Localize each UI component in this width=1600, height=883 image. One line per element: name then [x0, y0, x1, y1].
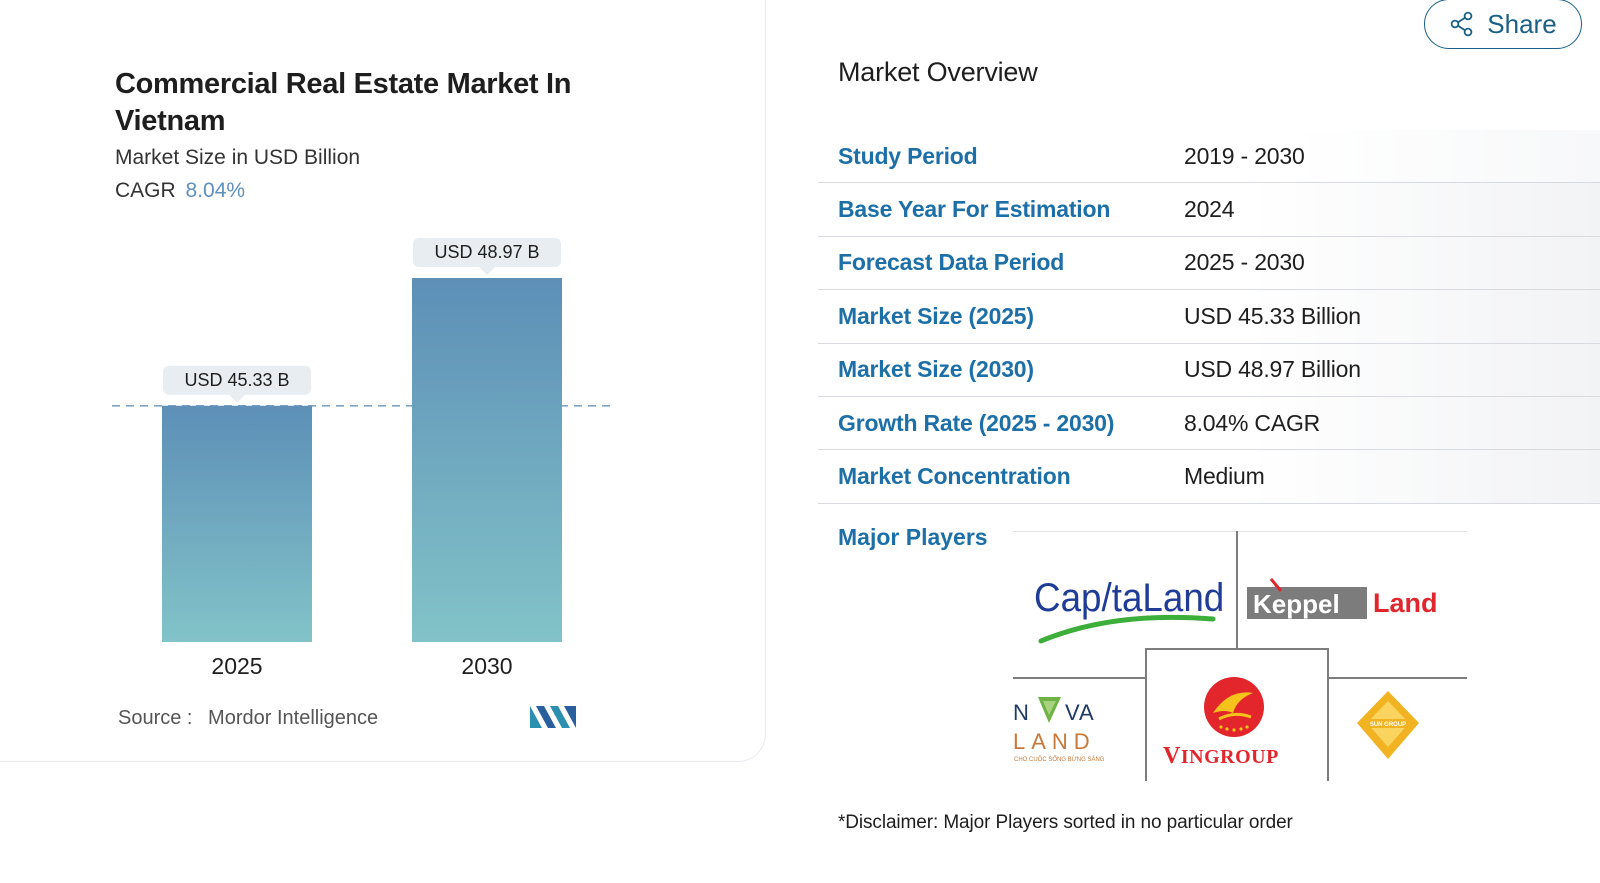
- share-label: Share: [1487, 8, 1557, 39]
- major-players-grid: Cap/taLand Keppel Land N VA LAND CHO CUỘ…: [1013, 531, 1467, 781]
- nova-land-logo-graphic: N VA LAND CHO CUỘC SỐNG BỪNG SÁNG: [1013, 697, 1105, 763]
- svg-text:VA: VA: [1065, 700, 1095, 725]
- overview-label: Market Size (2025): [838, 302, 1034, 329]
- overview-row-base-year: Base Year For Estimation 2024: [818, 183, 1600, 237]
- cagr-label: CAGR: [115, 179, 176, 202]
- vingroup-logo-graphic: VINGROUP: [1163, 677, 1279, 769]
- capitaland-logo: Cap/taLand: [1023, 561, 1223, 645]
- overview-label: Growth Rate (2025 - 2030): [838, 409, 1115, 436]
- keppel-land-logo-graphic: Keppel Land: [1247, 578, 1438, 619]
- grid-divider: [1327, 677, 1467, 679]
- overview-row-forecast-period: Forecast Data Period 2025 - 2030: [818, 236, 1600, 291]
- bar-chart-svg: USD 45.33 B 2025 USD 48.97 B 2030: [112, 238, 616, 679]
- x-tick-label: 2030: [461, 653, 512, 679]
- svg-text:Land: Land: [1373, 588, 1438, 618]
- svg-text:SUN GROUP: SUN GROUP: [1370, 722, 1406, 728]
- grid-divider: [1327, 648, 1329, 781]
- svg-text:Cap/taLand: Cap/taLand: [1034, 576, 1223, 621]
- svg-text:Keppel: Keppel: [1253, 589, 1340, 619]
- chart-subtitle: Market Size in USD Billion: [115, 146, 361, 169]
- disclaimer: *Disclaimer: Major Players sorted in no …: [838, 812, 1293, 833]
- x-tick-label: 2025: [211, 653, 262, 679]
- overview-value: 2019 - 2030: [1184, 142, 1305, 169]
- overview-value: USD 48.97 Billion: [1184, 356, 1361, 383]
- overview-heading: Market Overview: [838, 57, 1038, 87]
- overview-row-growth-rate: Growth Rate (2025 - 2030) 8.04% CAGR: [818, 396, 1600, 451]
- source-label: Source :: [118, 707, 193, 729]
- overview-label: Market Size (2030): [838, 356, 1034, 383]
- cagr-value: 8.04%: [185, 179, 246, 202]
- svg-text:VINGROUP: VINGROUP: [1163, 743, 1279, 769]
- grid-divider: [1013, 531, 1467, 532]
- overview-label: Market Concentration: [838, 463, 1071, 490]
- svg-text:LAND: LAND: [1013, 729, 1096, 754]
- chart-source: Source : Mordor Intelligence: [118, 707, 378, 730]
- cagr-row: CAGR 8.04%: [115, 179, 245, 203]
- overview-label: Study Period: [838, 142, 978, 169]
- bar-2030: [412, 278, 562, 642]
- overview-row-market-concentration: Market Concentration Medium: [818, 450, 1600, 504]
- value-label-pointer: [479, 267, 495, 275]
- major-players-label: Major Players: [838, 524, 988, 550]
- overview-value: Medium: [1184, 463, 1265, 490]
- svg-text:CHO CUỘC SỐNG BỪNG SÁNG: CHO CUỘC SỐNG BỪNG SÁNG: [1014, 756, 1105, 763]
- bar-chart: USD 45.33 B 2025 USD 48.97 B 2030: [100, 230, 640, 690]
- value-label-pointer: [229, 394, 245, 403]
- vingroup-logo: VINGROUP: [1149, 673, 1324, 773]
- grid-divider: [1145, 648, 1328, 650]
- overview-value: 2025 - 2030: [1184, 249, 1305, 276]
- overview-row-market-size-2030: Market Size (2030) USD 48.97 Billion: [818, 343, 1600, 397]
- value-label: USD 45.33 B: [184, 370, 289, 390]
- overview-row-study-period: Study Period 2019 - 2030: [818, 130, 1600, 184]
- grid-divider: [1013, 677, 1145, 679]
- sun-group-logo-graphic: SUN GROUP: [1357, 691, 1419, 759]
- value-label: USD 48.97 B: [434, 242, 539, 262]
- nova-land-logo: N VA LAND CHO CUỘC SỐNG BỪNG SÁNG: [1013, 689, 1141, 767]
- value-label-bg: [413, 238, 561, 267]
- svg-text:N: N: [1013, 700, 1030, 725]
- share-button[interactable]: Share: [1424, 0, 1582, 49]
- grid-divider: [1236, 531, 1238, 649]
- overview-table: Study Period 2019 - 2030 Base Year For E…: [818, 130, 1600, 504]
- keppel-land-logo: Keppel Land: [1245, 571, 1455, 631]
- share-icon: [1450, 11, 1473, 37]
- mordor-intelligence-logo: [530, 706, 576, 728]
- overview-value: 8.04% CAGR: [1184, 409, 1321, 436]
- source-name: Mordor Intelligence: [208, 707, 379, 729]
- sun-group-logo: SUN GROUP: [1343, 689, 1433, 765]
- overview-value: 2024: [1184, 196, 1235, 223]
- bar-2025: [162, 405, 312, 642]
- market-size-card: [0, 0, 766, 762]
- overview-row-market-size-2025: Market Size (2025) USD 45.33 Billion: [818, 290, 1600, 344]
- chart-title: Commercial Real Estate Market In Vietnam: [115, 68, 572, 137]
- capitaland-logo-graphic: Cap/taLand: [1034, 576, 1223, 644]
- overview-value: USD 45.33 Billion: [1184, 302, 1361, 329]
- grid-divider: [1145, 648, 1147, 781]
- overview-label: Forecast Data Period: [838, 249, 1065, 276]
- overview-label: Base Year For Estimation: [838, 196, 1111, 223]
- value-label-bg: [163, 365, 311, 395]
